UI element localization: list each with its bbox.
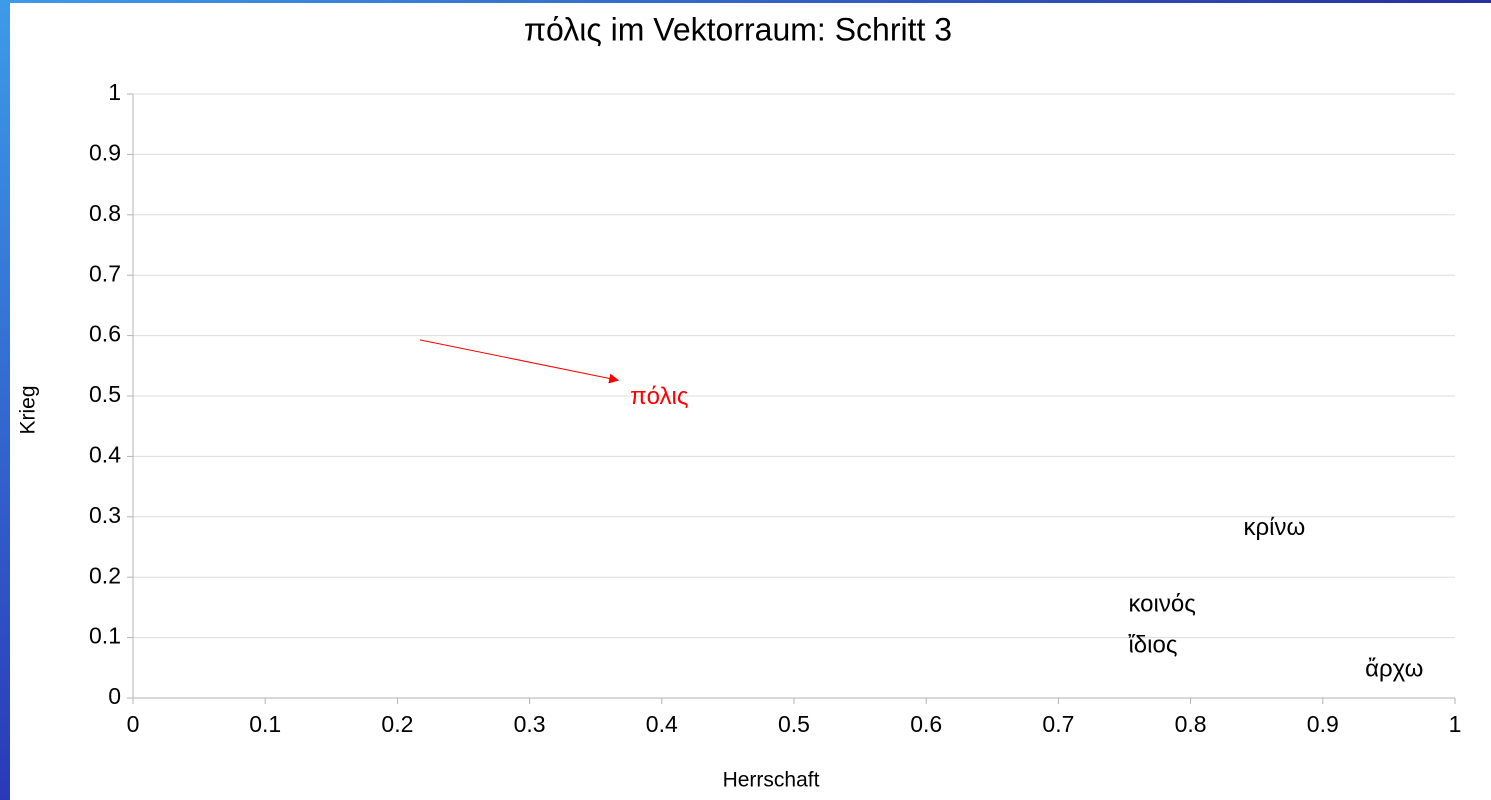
arrow: [419, 339, 620, 384]
x-tick-label: 0.9: [1307, 711, 1339, 737]
point-label: ἄρχω: [1365, 656, 1423, 683]
top-strip: [0, 0, 1491, 3]
y-tick-label: 1: [108, 79, 121, 105]
point-label: ἴδιος: [1128, 631, 1177, 658]
x-tick-label: 1: [1449, 711, 1462, 737]
y-tick-label: 0.8: [89, 200, 121, 226]
x-tick-label: 0.6: [910, 711, 942, 737]
x-tick-label: 0: [127, 711, 140, 737]
chart-title: πόλις im Vektorraum: Schritt 3: [524, 11, 952, 47]
y-tick-label: 0.2: [89, 562, 121, 588]
y-tick-label: 0.7: [89, 260, 121, 286]
y-axis-label: Krieg: [17, 385, 40, 434]
y-tick-label: 0.1: [89, 623, 121, 649]
x-tick-label: 0.1: [249, 711, 281, 737]
x-tick-label: 0.7: [1042, 711, 1074, 737]
y-tick-label: 0: [108, 683, 121, 709]
x-axis-label: Herrschaft: [723, 769, 820, 792]
point-label: κρίνω: [1243, 514, 1305, 541]
y-tick-label: 0.5: [89, 381, 121, 407]
point-label: κοινός: [1128, 590, 1195, 617]
y-tick-label: 0.6: [89, 321, 121, 347]
x-tick-label: 0.4: [646, 711, 678, 737]
side-strip: [0, 0, 10, 800]
x-tick-label: 0.2: [381, 711, 413, 737]
point-label: πόλις: [630, 383, 688, 410]
x-tick-label: 0.8: [1175, 711, 1207, 737]
y-tick-label: 0.9: [89, 139, 121, 165]
x-tick-label: 0.3: [514, 711, 546, 737]
x-tick-label: 0.5: [778, 711, 810, 737]
y-tick-label: 0.3: [89, 502, 121, 528]
y-tick-label: 0.4: [89, 441, 121, 467]
